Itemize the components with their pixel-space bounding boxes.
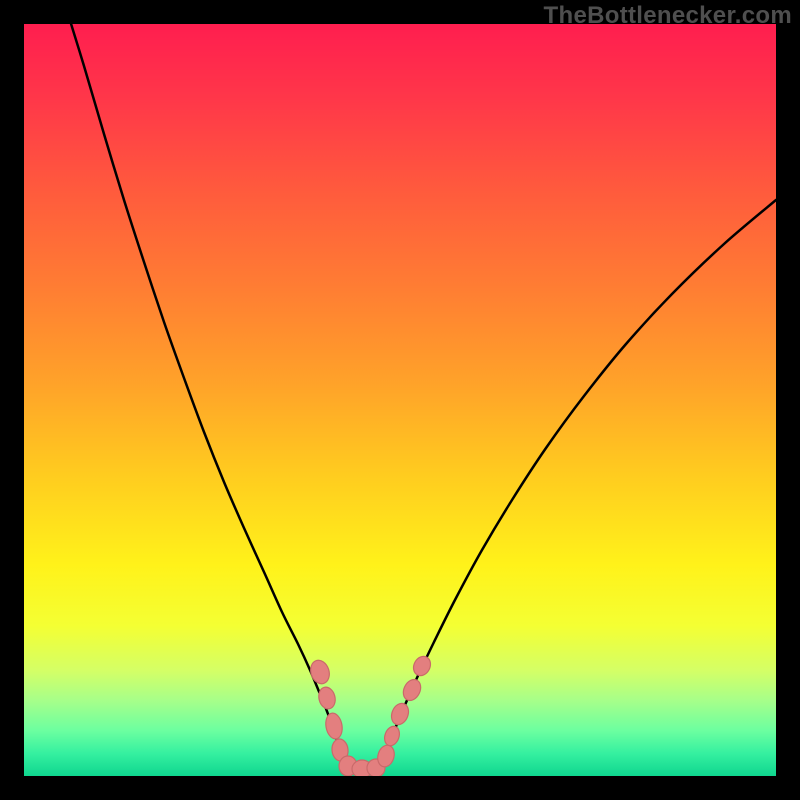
- border-left: [0, 0, 24, 800]
- border-bottom: [0, 776, 800, 800]
- gradient-background: [24, 24, 776, 776]
- plot-svg: [24, 24, 776, 776]
- border-right: [776, 0, 800, 800]
- watermark-text: TheBottlenecker.com: [544, 2, 792, 30]
- chart-frame: TheBottlenecker.com: [0, 0, 800, 800]
- plot-area: [24, 24, 776, 776]
